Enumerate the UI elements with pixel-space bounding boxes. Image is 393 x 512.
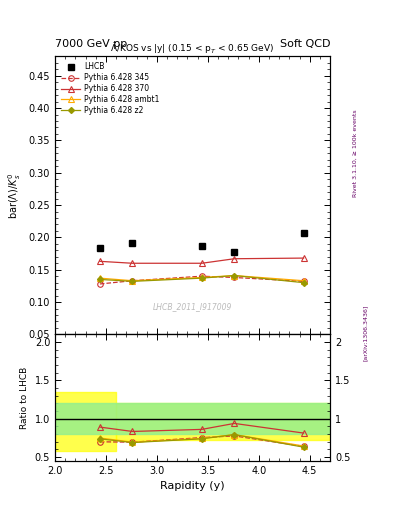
LHCB — [130, 240, 135, 246]
Pythia 6.428 ambt1 — [232, 272, 237, 279]
Text: Soft QCD: Soft QCD — [280, 38, 330, 49]
Pythia 6.428 z2 — [301, 280, 306, 286]
Text: 7000 GeV pp: 7000 GeV pp — [55, 38, 127, 49]
Pythia 6.428 345 — [97, 281, 102, 287]
LHCB — [199, 243, 204, 249]
Pythia 6.428 370 — [97, 258, 102, 264]
Pythia 6.428 ambt1 — [97, 275, 102, 281]
Pythia 6.428 370 — [199, 260, 204, 266]
Line: Pythia 6.428 ambt1: Pythia 6.428 ambt1 — [96, 272, 307, 284]
LHCB — [97, 245, 102, 251]
Pythia 6.428 ambt1 — [199, 274, 204, 281]
Pythia 6.428 ambt1 — [301, 278, 306, 284]
Pythia 6.428 370 — [301, 255, 306, 261]
Text: [arXiv:1306.3436]: [arXiv:1306.3436] — [363, 305, 368, 361]
Text: Rivet 3.1.10, ≥ 100k events: Rivet 3.1.10, ≥ 100k events — [353, 110, 358, 198]
Line: LHCB: LHCB — [96, 229, 307, 255]
Line: Pythia 6.428 345: Pythia 6.428 345 — [97, 273, 307, 287]
Y-axis label: Ratio to LHCB: Ratio to LHCB — [20, 367, 29, 429]
Pythia 6.428 ambt1 — [130, 278, 135, 284]
Pythia 6.428 370 — [232, 255, 237, 262]
Legend: LHCB, Pythia 6.428 345, Pythia 6.428 370, Pythia 6.428 ambt1, Pythia 6.428 z2: LHCB, Pythia 6.428 345, Pythia 6.428 370… — [59, 60, 162, 117]
LHCB — [232, 248, 237, 254]
Pythia 6.428 z2 — [199, 275, 204, 281]
Pythia 6.428 z2 — [130, 279, 135, 285]
Pythia 6.428 z2 — [232, 272, 237, 279]
Line: Pythia 6.428 370: Pythia 6.428 370 — [96, 254, 307, 267]
Pythia 6.428 345 — [199, 273, 204, 279]
Pythia 6.428 z2 — [97, 276, 102, 283]
Y-axis label: $\mathrm{bar}(\Lambda)/K^0_s$: $\mathrm{bar}(\Lambda)/K^0_s$ — [6, 172, 23, 219]
Pythia 6.428 345 — [232, 274, 237, 281]
Pythia 6.428 345 — [130, 278, 135, 284]
Title: $\bar{\Lambda}$/KOS vs |y| (0.15 < p$_T$ < 0.65 GeV): $\bar{\Lambda}$/KOS vs |y| (0.15 < p$_T$… — [110, 41, 275, 56]
LHCB — [301, 230, 306, 236]
Pythia 6.428 345 — [301, 279, 306, 285]
Text: LHCB_2011_I917009: LHCB_2011_I917009 — [153, 302, 232, 311]
X-axis label: Rapidity (y): Rapidity (y) — [160, 481, 225, 491]
Line: Pythia 6.428 z2: Pythia 6.428 z2 — [98, 273, 306, 285]
Pythia 6.428 370 — [130, 260, 135, 266]
